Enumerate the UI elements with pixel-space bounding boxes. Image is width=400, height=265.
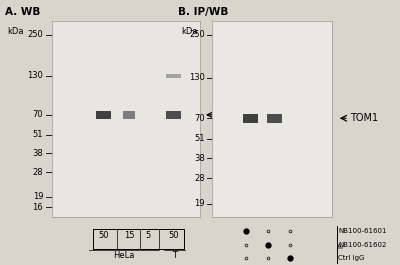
Bar xyxy=(123,111,135,119)
Text: 15: 15 xyxy=(124,231,134,240)
Text: 5: 5 xyxy=(146,231,151,240)
Text: 51: 51 xyxy=(33,130,43,139)
Text: 50: 50 xyxy=(168,231,179,240)
Text: kDa: kDa xyxy=(181,27,197,36)
Text: Ctrl IgG: Ctrl IgG xyxy=(338,255,364,262)
Text: NB100-61601: NB100-61601 xyxy=(338,228,386,234)
Text: B. IP/WB: B. IP/WB xyxy=(178,7,229,17)
Bar xyxy=(243,114,258,123)
Text: HeLa: HeLa xyxy=(113,251,134,260)
Text: 250: 250 xyxy=(27,30,43,39)
Text: NB100-61602: NB100-61602 xyxy=(338,242,386,248)
Text: 130: 130 xyxy=(27,72,43,81)
Text: 19: 19 xyxy=(33,192,43,201)
Text: 28: 28 xyxy=(32,168,43,177)
Text: 70: 70 xyxy=(194,114,205,123)
Text: TOM1: TOM1 xyxy=(350,113,378,123)
Bar xyxy=(166,111,181,119)
Text: TOM1: TOM1 xyxy=(219,110,247,120)
Text: 28: 28 xyxy=(194,174,205,183)
Text: 19: 19 xyxy=(194,199,205,208)
Text: 70: 70 xyxy=(32,110,43,119)
Bar xyxy=(166,73,181,78)
Text: 51: 51 xyxy=(194,134,205,143)
Text: A. WB: A. WB xyxy=(5,7,40,17)
Text: kDa: kDa xyxy=(8,27,24,36)
Text: 50: 50 xyxy=(98,231,109,240)
Text: 38: 38 xyxy=(194,154,205,163)
Text: 250: 250 xyxy=(189,30,205,39)
Bar xyxy=(267,114,282,123)
Text: 130: 130 xyxy=(189,73,205,82)
Bar xyxy=(96,111,111,119)
Text: 16: 16 xyxy=(32,203,43,212)
Text: IP: IP xyxy=(338,242,344,248)
Text: T: T xyxy=(172,251,177,260)
Text: 38: 38 xyxy=(32,149,43,158)
